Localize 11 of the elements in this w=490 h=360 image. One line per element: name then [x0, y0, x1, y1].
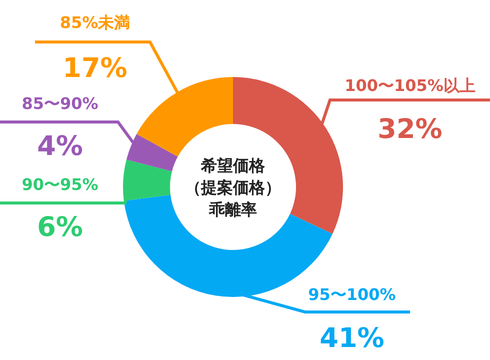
data-label: 17% — [62, 53, 128, 84]
text: 希望価格（提案価格）乖離率 — [185, 156, 281, 219]
slice-label: 100〜105%以上 — [344, 76, 476, 95]
slice-label: 85%未満 — [60, 13, 130, 32]
data-label: 41% — [320, 323, 384, 354]
data-label: 6% — [37, 212, 83, 243]
slice-label: 85〜90% — [22, 94, 98, 113]
data-label: 32% — [378, 114, 442, 145]
slice-label: 95〜100% — [308, 285, 396, 304]
data-label: 4% — [37, 131, 83, 162]
slice-label: 90〜95% — [22, 175, 98, 194]
